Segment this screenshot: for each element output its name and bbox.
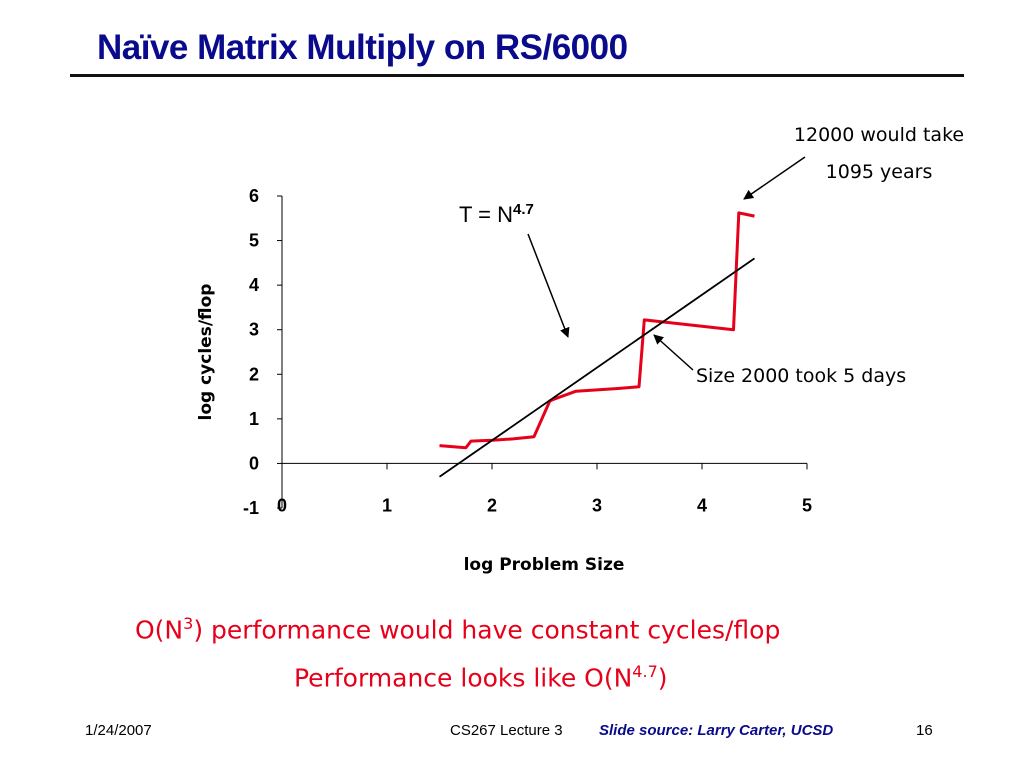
x-tick-label: 3	[592, 495, 602, 515]
bottom-statement-1-suffix: ) performance would have constant cycles…	[193, 615, 781, 645]
fit-trend-line	[438, 257, 756, 478]
x-tick-label: 1	[382, 495, 392, 515]
x-tick-label: 2	[487, 495, 497, 515]
y-tick-label: 4	[249, 275, 259, 295]
bottom-statement-1-prefix: O(N	[135, 615, 184, 645]
formula-arrow	[527, 233, 570, 338]
y-tick-label: -1	[243, 498, 259, 518]
y-tick-label: 5	[249, 231, 259, 251]
y-axis-label: log cycles/flop	[196, 284, 216, 421]
bottom-statement-2-suffix: )	[657, 663, 668, 693]
x-axis-label: log Problem Size	[464, 555, 625, 575]
bottom-statement-1-exponent: 3	[183, 614, 194, 633]
y-tick-label: 6	[249, 186, 259, 206]
slide-title: Naïve Matrix Multiply on RS/6000	[97, 28, 628, 67]
chart: -1 0 1 2 3 4 5 6 0 1 2 3 4 5 log cycles/flop log Prob…	[196, 124, 964, 575]
chart-axes	[281, 196, 807, 508]
annotation-size-2000-arrow	[653, 334, 694, 371]
y-tick-label: 0	[249, 453, 259, 473]
y-tick-label: 1	[249, 409, 259, 429]
annotation-12000-line1: 12000 would take	[794, 124, 964, 146]
footer-date: 1/24/2007	[85, 722, 152, 739]
footer-course: CS267 Lecture 3	[450, 722, 563, 739]
footer-source: Slide source: Larry Carter, UCSD	[599, 722, 834, 739]
bottom-statement-2-prefix: Performance looks like O(N	[294, 663, 633, 693]
formula-exponent: 4.7	[513, 201, 534, 218]
formula-prefix: T = N	[459, 202, 513, 227]
chart-ticks: -1 0 1 2 3 4 5 6 0 1 2 3 4 5	[243, 186, 812, 518]
title-underline	[70, 74, 964, 77]
bottom-statement-2: Performance looks like O(N4.7)	[294, 662, 668, 692]
bottom-statement-2-exponent: 4.7	[632, 662, 658, 681]
annotation-12000-arrow	[743, 156, 806, 200]
y-tick-label: 3	[249, 320, 259, 340]
measured-cycles-line	[439, 211, 755, 450]
x-tick-label: 0	[277, 495, 287, 515]
chart-series	[438, 211, 756, 478]
annotation-12000-line2: 1095 years	[826, 161, 933, 183]
footer-page-number: 16	[916, 722, 933, 739]
x-tick-label: 4	[697, 495, 707, 515]
formula-annotation: T = N4.7	[459, 201, 534, 227]
annotation-size-2000: Size 2000 took 5 days	[696, 365, 906, 387]
x-tick-label: 5	[802, 495, 812, 515]
y-tick-label: 2	[249, 364, 259, 384]
bottom-statement-1: O(N3) performance would have constant cy…	[135, 614, 780, 644]
